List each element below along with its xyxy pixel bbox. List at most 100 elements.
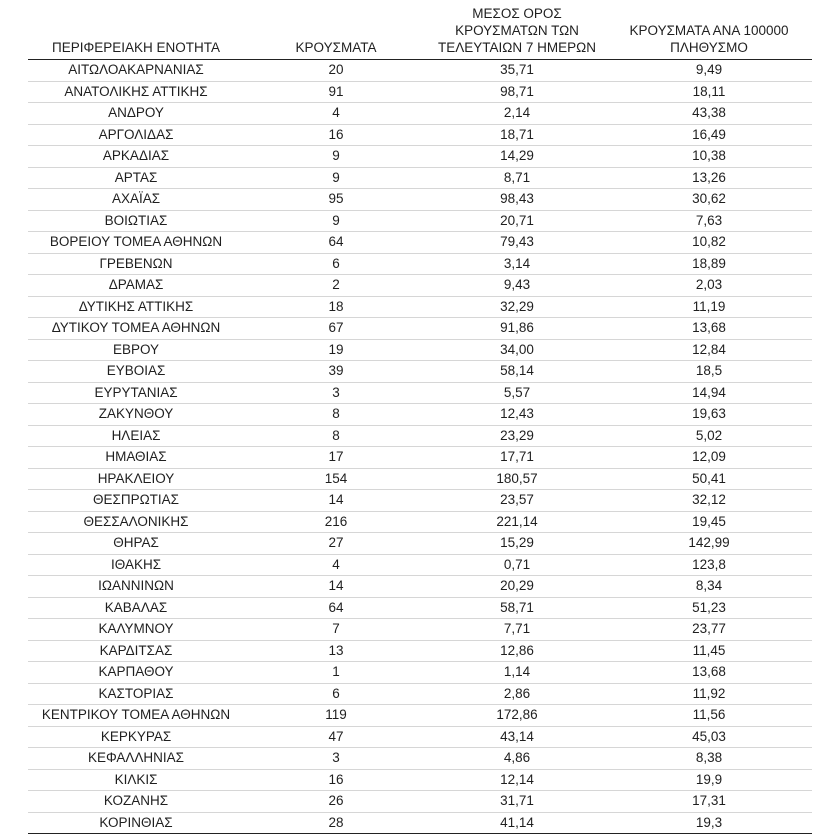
region-cell: ΑΡΚΑΔΙΑΣ xyxy=(28,145,244,168)
avg7-cell: 15,29 xyxy=(428,532,606,555)
avg7-cell: 8,71 xyxy=(428,167,606,189)
cases-cell: 26 xyxy=(244,790,428,813)
cases-cell: 14 xyxy=(244,575,428,598)
table-row: ΑΡΤΑΣ 9 8,71 13,26 xyxy=(28,167,812,189)
region-cell: ΕΥΡΥΤΑΝΙΑΣ xyxy=(28,382,244,404)
table-row: ΗΜΑΘΙΑΣ 17 17,71 12,09 xyxy=(28,446,812,469)
avg7-cell: 34,00 xyxy=(428,339,606,361)
per100k-cell: 18,89 xyxy=(606,253,812,275)
table-row: ΑΡΓΟΛΙΔΑΣ 16 18,71 16,49 xyxy=(28,124,812,146)
cases-cell: 28 xyxy=(244,812,428,834)
avg7-cell: 98,43 xyxy=(428,188,606,211)
cases-cell: 64 xyxy=(244,597,428,619)
avg7-cell: 17,71 xyxy=(428,446,606,469)
per100k-cell: 17,31 xyxy=(606,790,812,813)
cases-cell: 7 xyxy=(244,618,428,641)
header-avg7-line3: ΤΕΛΕΥΤΑΙΩΝ 7 ΗΜΕΡΩΝ xyxy=(438,40,596,55)
region-cell: ΙΩΑΝΝΙΝΩΝ xyxy=(28,575,244,598)
cases-cell: 9 xyxy=(244,167,428,189)
per100k-cell: 8,34 xyxy=(606,575,812,598)
avg7-cell: 12,43 xyxy=(428,403,606,426)
region-cell: ΚΕΡΚΥΡΑΣ xyxy=(28,726,244,748)
region-cell: ΚΑΣΤΟΡΙΑΣ xyxy=(28,683,244,705)
region-cell: ΑΡΤΑΣ xyxy=(28,167,244,189)
header-avg7-line1: ΜΕΣΟΣ ΟΡΟΣ xyxy=(472,6,562,21)
avg7-cell: 5,57 xyxy=(428,382,606,404)
per100k-cell: 30,62 xyxy=(606,188,812,211)
avg7-cell: 98,71 xyxy=(428,81,606,103)
cases-cell: 4 xyxy=(244,102,428,125)
avg7-cell: 172,86 xyxy=(428,704,606,727)
cases-cell: 154 xyxy=(244,468,428,490)
per100k-cell: 19,45 xyxy=(606,511,812,533)
header-cases-label: ΚΡΟΥΣΜΑΤΑ xyxy=(295,40,377,55)
avg7-cell: 20,71 xyxy=(428,210,606,232)
table-row: ΕΒΡΟΥ 19 34,00 12,84 xyxy=(28,339,812,361)
table-row: ΚΑΡΠΑΘΟΥ 1 1,14 13,68 xyxy=(28,661,812,684)
header-region-label: ΠΕΡΙΦΕΡΕΙΑΚΗ ΕΝΟΤΗΤΑ xyxy=(51,40,221,55)
region-cell: ΑΡΓΟΛΙΔΑΣ xyxy=(28,124,244,146)
header-region: ΠΕΡΙΦΕΡΕΙΑΚΗ ΕΝΟΤΗΤΑ xyxy=(28,5,244,60)
table-row: ΔΡΑΜΑΣ 2 9,43 2,03 xyxy=(28,274,812,297)
avg7-cell: 14,29 xyxy=(428,145,606,168)
per100k-cell: 13,68 xyxy=(606,317,812,340)
per100k-cell: 43,38 xyxy=(606,102,812,125)
region-cell: ΑΝΑΤΟΛΙΚΗΣ ΑΤΤΙΚΗΣ xyxy=(28,81,244,103)
avg7-cell: 4,86 xyxy=(428,747,606,770)
per100k-cell: 13,68 xyxy=(606,661,812,684)
avg7-cell: 23,29 xyxy=(428,425,606,447)
table-row: ΔΥΤΙΚΗΣ ΑΤΤΙΚΗΣ 18 32,29 11,19 xyxy=(28,296,812,318)
avg7-cell: 12,86 xyxy=(428,640,606,662)
cases-cell: 6 xyxy=(244,683,428,705)
cases-cell: 119 xyxy=(244,704,428,727)
per100k-cell: 12,09 xyxy=(606,446,812,469)
per100k-cell: 32,12 xyxy=(606,489,812,512)
cases-cell: 6 xyxy=(244,253,428,275)
cases-table: ΠΕΡΙΦΕΡΕΙΑΚΗ ΕΝΟΤΗΤΑ ΚΡΟΥΣΜΑΤΑ ΜΕΣΟΣ ΟΡΟ… xyxy=(28,5,812,834)
table-row: ΔΥΤΙΚΟΥ ΤΟΜΕΑ ΑΘΗΝΩΝ 67 91,86 13,68 xyxy=(28,317,812,340)
avg7-cell: 3,14 xyxy=(428,253,606,275)
region-cell: ΚΟΖΑΝΗΣ xyxy=(28,790,244,813)
region-cell: ΔΡΑΜΑΣ xyxy=(28,274,244,297)
cases-cell: 8 xyxy=(244,425,428,447)
cases-cell: 19 xyxy=(244,339,428,361)
table-row: ΗΛΕΙΑΣ 8 23,29 5,02 xyxy=(28,425,812,447)
region-cell: ΚΕΝΤΡΙΚΟΥ ΤΟΜΕΑ ΑΘΗΝΩΝ xyxy=(28,704,244,727)
cases-cell: 8 xyxy=(244,403,428,426)
table-row: ΚΙΛΚΙΣ 16 12,14 19,9 xyxy=(28,769,812,791)
per100k-cell: 142,99 xyxy=(606,532,812,555)
per100k-cell: 11,56 xyxy=(606,704,812,727)
per100k-cell: 16,49 xyxy=(606,124,812,146)
header-per100k-line2: ΠΛΗΘΥΣΜΟ xyxy=(670,40,748,55)
per100k-cell: 19,63 xyxy=(606,403,812,426)
table-row: ΚΕΦΑΛΛΗΝΙΑΣ 3 4,86 8,38 xyxy=(28,747,812,770)
region-cell: ΘΕΣΣΑΛΟΝΙΚΗΣ xyxy=(28,511,244,533)
table-body: ΑΙΤΩΛΟΑΚΑΡΝΑΝΙΑΣ 20 35,71 9,49 ΑΝΑΤΟΛΙΚΗΣ ΑΤ… xyxy=(28,59,812,834)
table-row: ΒΟΙΩΤΙΑΣ 9 20,71 7,63 xyxy=(28,210,812,232)
per100k-cell: 10,82 xyxy=(606,231,812,254)
region-cell: ΚΑΡΠΑΘΟΥ xyxy=(28,661,244,684)
cases-cell: 216 xyxy=(244,511,428,533)
per100k-cell: 14,94 xyxy=(606,382,812,404)
cases-cell: 16 xyxy=(244,769,428,791)
cases-cell: 67 xyxy=(244,317,428,340)
per100k-cell: 8,38 xyxy=(606,747,812,770)
table-row: ΕΥΒΟΙΑΣ 39 58,14 18,5 xyxy=(28,360,812,383)
avg7-cell: 58,71 xyxy=(428,597,606,619)
cases-cell: 47 xyxy=(244,726,428,748)
table-row: ΚΑΒΑΛΑΣ 64 58,71 51,23 xyxy=(28,597,812,619)
table-row: ΚΟΖΑΝΗΣ 26 31,71 17,31 xyxy=(28,790,812,813)
table-row: ΖΑΚΥΝΘΟΥ 8 12,43 19,63 xyxy=(28,403,812,426)
cases-cell: 9 xyxy=(244,210,428,232)
per100k-cell: 9,49 xyxy=(606,59,812,82)
region-cell: ΚΑΛΥΜΝΟΥ xyxy=(28,618,244,641)
table-row: ΚΕΝΤΡΙΚΟΥ ΤΟΜΕΑ ΑΘΗΝΩΝ 119 172,86 11,56 xyxy=(28,704,812,727)
avg7-cell: 31,71 xyxy=(428,790,606,813)
region-cell: ΔΥΤΙΚΟΥ ΤΟΜΕΑ ΑΘΗΝΩΝ xyxy=(28,317,244,340)
per100k-cell: 45,03 xyxy=(606,726,812,748)
avg7-cell: 20,29 xyxy=(428,575,606,598)
per100k-cell: 12,84 xyxy=(606,339,812,361)
region-cell: ΒΟΡΕΙΟΥ ΤΟΜΕΑ ΑΘΗΝΩΝ xyxy=(28,231,244,254)
per100k-cell: 18,5 xyxy=(606,360,812,383)
table-header: ΠΕΡΙΦΕΡΕΙΑΚΗ ΕΝΟΤΗΤΑ ΚΡΟΥΣΜΑΤΑ ΜΕΣΟΣ ΟΡΟ… xyxy=(28,5,812,60)
